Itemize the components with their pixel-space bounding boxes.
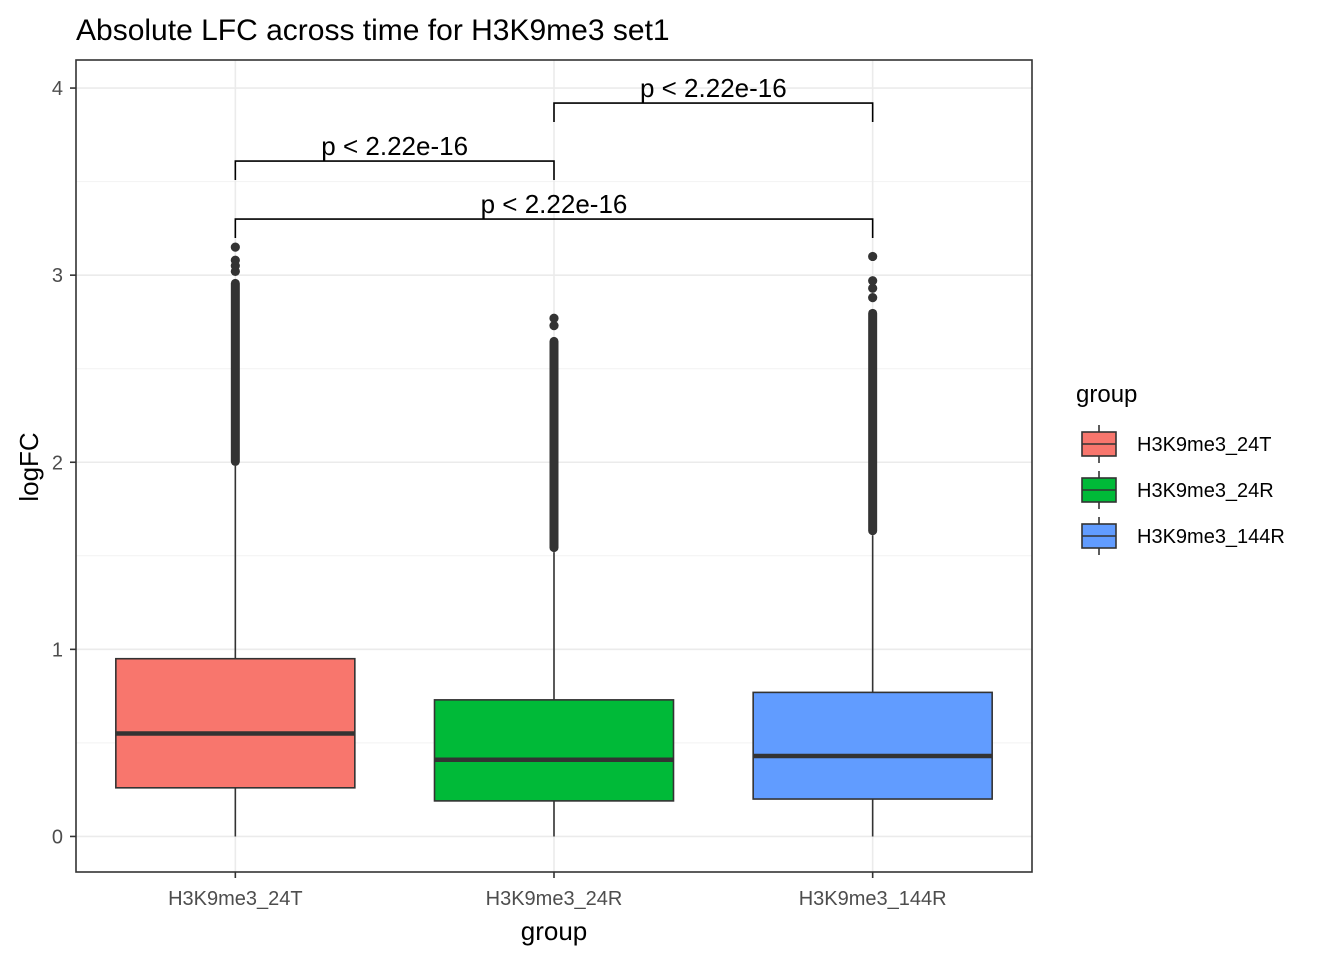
y-tick-label: 3 xyxy=(52,265,63,287)
outlier-point xyxy=(868,283,878,293)
y-tick-label: 1 xyxy=(52,639,63,661)
box-group xyxy=(752,251,993,837)
boxes-layer xyxy=(115,242,993,837)
outlier-point xyxy=(549,321,559,331)
comparison-brackets: p < 2.22e-16 p < 2.22e-16 p < 2.22e-16 xyxy=(234,73,874,239)
x-axis-title: group xyxy=(521,916,588,946)
legend-label: H3K9me3_144R xyxy=(1137,526,1285,548)
x-tick-label: H3K9me3_24T xyxy=(168,888,303,910)
legend: group H3K9me3_24T H3K9me3_24R H3K9me3_144R xyxy=(1076,381,1285,555)
legend-label: H3K9me3_24R xyxy=(1137,480,1274,502)
outlier-point xyxy=(230,255,240,265)
comparison-bracket: p < 2.22e-16 xyxy=(234,131,555,181)
outlier-point xyxy=(549,313,559,323)
p-value-label: p < 2.22e-16 xyxy=(640,73,787,103)
outlier-point xyxy=(868,276,878,286)
bracket-line xyxy=(234,160,555,181)
p-value-label: p < 2.22e-16 xyxy=(321,131,468,161)
comparison-bracket: p < 2.22e-16 xyxy=(234,189,874,239)
box xyxy=(752,691,993,800)
outlier-point xyxy=(230,242,240,252)
x-tick-label: H3K9me3_144R xyxy=(799,888,947,910)
box xyxy=(433,699,675,802)
legend-item: H3K9me3_24R xyxy=(1081,471,1274,509)
bracket-line xyxy=(234,218,874,239)
bracket-line xyxy=(553,102,874,123)
y-tick-label: 0 xyxy=(52,826,63,848)
legend-item: H3K9me3_144R xyxy=(1081,517,1285,555)
outlier-point xyxy=(868,251,878,262)
legend-item: H3K9me3_24T xyxy=(1081,425,1272,463)
box-group xyxy=(433,313,675,837)
comparison-bracket: p < 2.22e-16 xyxy=(553,73,874,123)
outlier-band xyxy=(868,308,878,536)
outlier-band xyxy=(230,278,240,466)
y-axis-title: logFC xyxy=(14,432,44,501)
y-tick-label: 2 xyxy=(52,452,63,474)
outlier-band xyxy=(549,336,559,553)
p-value-label: p < 2.22e-16 xyxy=(481,189,628,219)
chart-title: Absolute LFC across time for H3K9me3 set… xyxy=(76,14,670,47)
box xyxy=(115,657,356,789)
outlier-point xyxy=(868,293,878,303)
legend-label: H3K9me3_24T xyxy=(1137,434,1272,456)
axes-layer: 0 1 2 3 4 H3K9me3_24T H3K9me3_24R H3K9me3_144R xyxy=(52,59,1033,910)
legend-title: group xyxy=(1076,381,1137,408)
y-tick-label: 4 xyxy=(52,78,63,100)
box-group xyxy=(115,242,356,837)
x-tick-label: H3K9me3_24R xyxy=(486,888,623,910)
